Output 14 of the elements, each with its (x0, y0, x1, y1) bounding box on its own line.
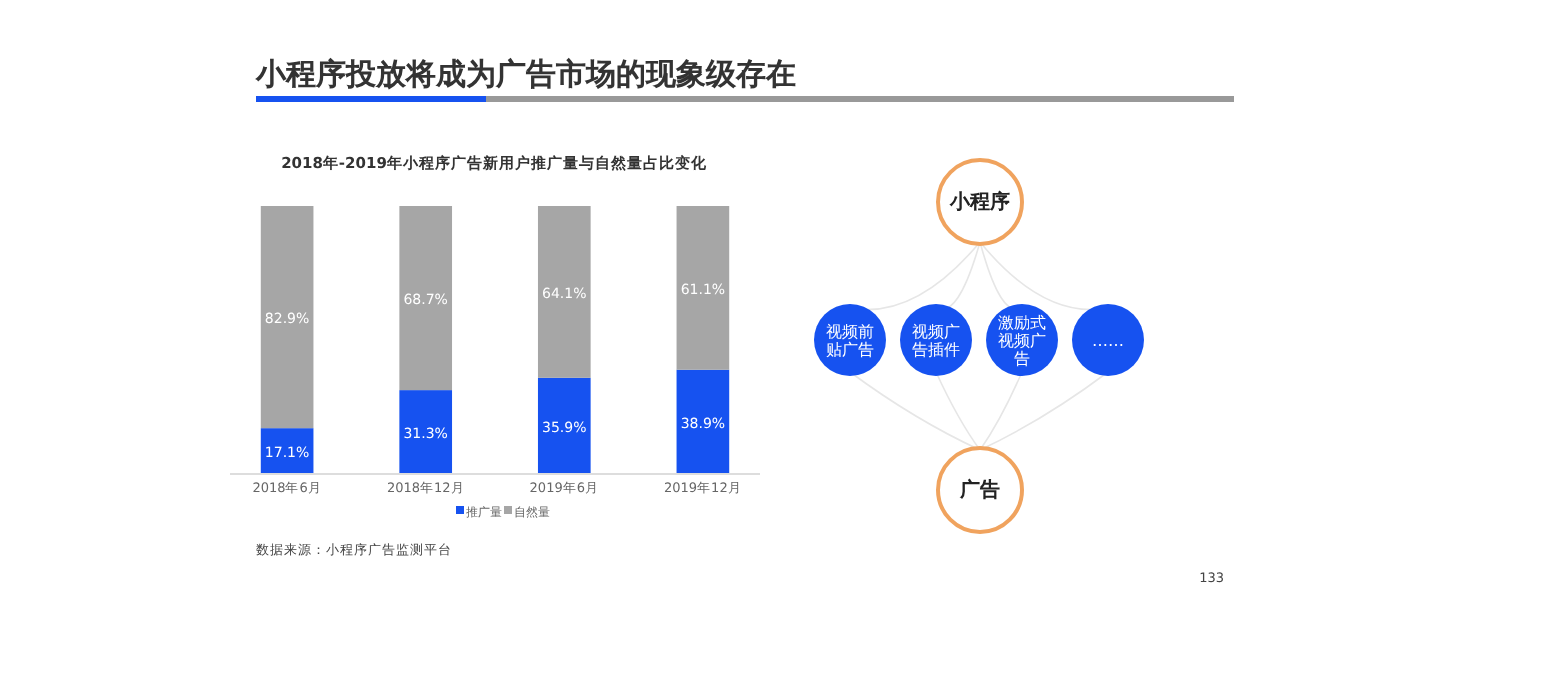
bar (676, 369, 730, 474)
text: 小程序 (948, 190, 1010, 214)
text: 激励式视频广告 (998, 314, 1046, 368)
bar (399, 390, 453, 474)
bar (260, 206, 314, 429)
bar (676, 206, 730, 370)
text: …… (1092, 332, 1124, 350)
text: 视频前贴广告 (826, 323, 874, 359)
text: 小程序投放将成为广告市场的现象级存在 (254, 56, 796, 92)
bar (537, 377, 591, 474)
text: 视频广告插件 (912, 323, 960, 359)
bar (537, 206, 591, 378)
bar (399, 206, 453, 391)
text: 广告 (958, 478, 1000, 502)
